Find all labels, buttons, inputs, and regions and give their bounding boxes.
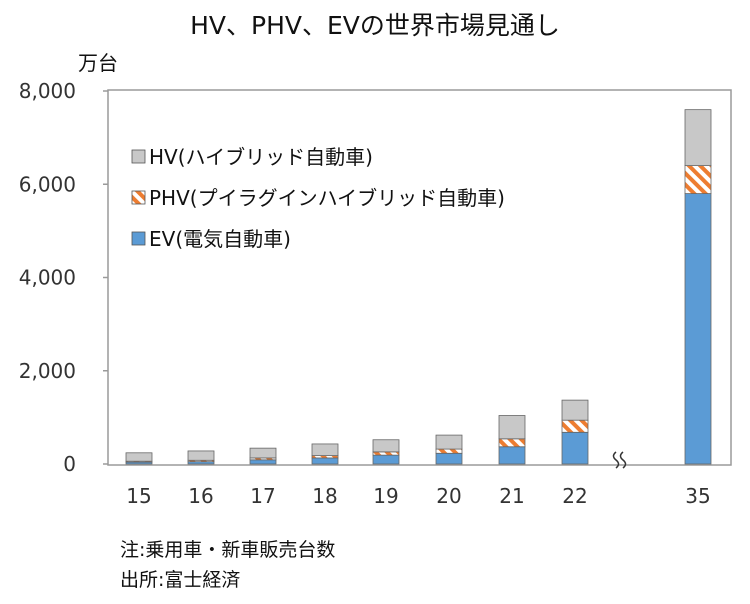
bar-segment-hv xyxy=(435,434,463,450)
x-tick-label: 35 xyxy=(685,484,710,508)
note-text: 注:乗用車・新車販売台数 xyxy=(120,539,336,561)
legend-swatch xyxy=(131,149,146,164)
y-tick-label: 6,000 xyxy=(19,172,76,196)
bar-segment-hv xyxy=(125,452,153,462)
bar-segment-phv xyxy=(498,438,526,448)
bar-segment-ev xyxy=(249,459,277,465)
y-tick-label: 2,000 xyxy=(19,359,76,383)
legend-label: EV(電気自動車) xyxy=(149,227,291,251)
y-tick-label: 8,000 xyxy=(19,79,76,103)
bar-segment-hv xyxy=(249,447,277,459)
x-tick-label: 15 xyxy=(126,484,151,508)
bar-segment-phv xyxy=(372,451,400,456)
bar-segment-hv xyxy=(372,439,400,453)
legend-swatch xyxy=(131,231,146,246)
y-tick-label: 4,000 xyxy=(19,266,76,290)
bar-segment-ev xyxy=(498,446,526,465)
x-tick-label: 18 xyxy=(312,484,337,508)
x-tick-label: 21 xyxy=(499,484,524,508)
axis-break-mark xyxy=(612,451,627,469)
bar-segment-ev xyxy=(684,193,712,465)
legend-swatch xyxy=(131,190,146,205)
bar-segment-ev xyxy=(561,431,589,465)
source-text: 出所:富士経済 xyxy=(120,569,241,591)
bar-segment-phv xyxy=(561,419,589,433)
chart-title: HV、PHV、EVの世界市場見通し xyxy=(190,11,560,40)
bar-segment-phv xyxy=(684,165,712,194)
bar-segment-hv xyxy=(498,415,526,440)
x-tick-label: 20 xyxy=(436,484,461,508)
y-tick-label: 0 xyxy=(63,452,76,476)
bar-segment-ev xyxy=(372,454,400,465)
x-tick-label: 17 xyxy=(250,484,275,508)
legend: HV(ハイブリッド自動車) PHV(プイラグインハイブリッド自動車) EV(電気自動… xyxy=(131,145,505,251)
bar-segment-hv xyxy=(561,399,589,421)
y-axis: 0 2,000 4,000 6,000 8,000 xyxy=(19,79,108,476)
bars-group xyxy=(125,109,712,465)
x-axis: 15 16 17 18 19 20 21 22 35 xyxy=(126,484,710,508)
bar-segment-hv xyxy=(684,109,712,167)
legend-label: HV(ハイブリッド自動車) xyxy=(149,145,373,169)
x-tick-label: 22 xyxy=(562,484,587,508)
bar-segment-phv xyxy=(435,448,463,454)
bar-segment-ev xyxy=(435,452,463,465)
x-tick-label: 19 xyxy=(373,484,398,508)
bar-segment-hv xyxy=(311,443,339,457)
y-axis-unit-label: 万台 xyxy=(78,51,118,75)
x-tick-label: 16 xyxy=(188,484,213,508)
bar-segment-hv xyxy=(187,450,215,461)
legend-label: PHV(プイラグインハイブリッド自動車) xyxy=(149,186,505,210)
bar-segment-ev xyxy=(311,457,339,465)
